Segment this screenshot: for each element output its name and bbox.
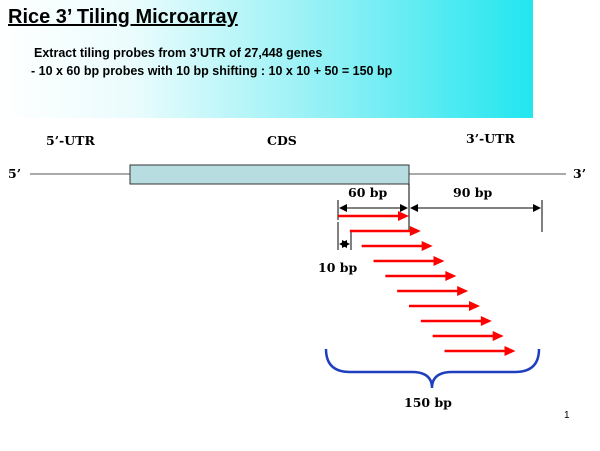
probe-arrows	[338, 211, 516, 356]
label-5-end: 5’	[8, 166, 22, 181]
probe-arrow-head-7	[469, 301, 480, 311]
label-60bp: 60 bp	[348, 185, 388, 200]
probe-arrow-head-2	[409, 226, 421, 236]
probe-arrow-head-6	[457, 286, 469, 296]
probe-arrow-head-10	[504, 346, 516, 356]
probe-arrow-head-8	[480, 316, 492, 326]
label-90bp: 90 bp	[453, 185, 493, 200]
150bp-brace	[324, 348, 541, 389]
label-5utr: 5’-UTR	[46, 133, 95, 148]
probe-arrow-head-3	[421, 241, 433, 251]
label-3utr: 3’-UTR	[466, 131, 515, 146]
label-cds: CDS	[267, 133, 297, 148]
probe-arrow-head-4	[433, 256, 445, 266]
probe-arrow-head-9	[492, 331, 504, 341]
label-10bp: 10 bp	[318, 260, 358, 275]
slide-header: Rice 3’ Tiling Microarray Extract tiling…	[0, 0, 533, 118]
label-150bp: 150 bp	[404, 395, 452, 410]
description-line-1: Extract tiling probes from 3’UTR of 27,4…	[34, 46, 323, 60]
probe-arrow-head-1	[398, 211, 409, 221]
slide-title: Rice 3’ Tiling Microarray	[8, 6, 238, 28]
page-number: 1	[564, 410, 570, 421]
label-3-end: 3’	[573, 166, 587, 181]
probe-arrow-head-5	[445, 271, 457, 281]
description-line-2: - 10 x 60 bp probes with 10 bp shifting …	[31, 64, 393, 78]
cds-box	[129, 164, 410, 185]
